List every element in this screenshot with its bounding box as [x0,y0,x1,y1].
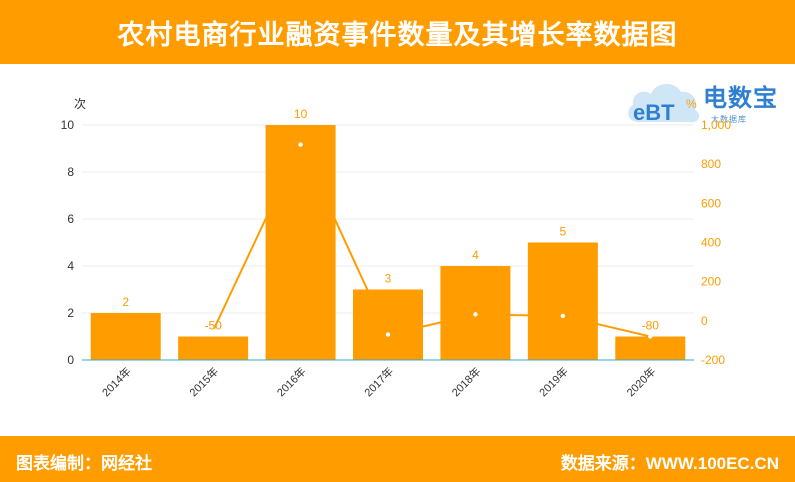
logo-subtitle: 大数据库 [711,115,747,124]
logo-name: 电数宝 [703,85,778,112]
bar [90,313,161,360]
bar-label: 2 [122,295,129,309]
x-axis: 2014年 2015年 2016年 2017年 2018年 2019年 2020年 [99,364,659,399]
x-tick-label: 2015年 [186,364,221,399]
growth-line-path [212,142,651,338]
right-tick-label: 200 [701,275,721,289]
logo-mark: eBT [633,100,675,125]
right-tick-label: 400 [701,236,721,250]
bar-label: 10 [294,107,308,121]
left-axis-label: 次 [74,97,86,111]
right-tick-label: 600 [701,196,721,210]
right-tick-label: 1,000 [701,118,731,132]
bar [265,125,336,360]
footer-credit: 图表编制：网经社 [16,454,152,473]
x-tick-label: 2014年 [99,364,134,399]
bar-label: 3 [385,272,392,286]
left-tick-label: 4 [67,259,74,273]
left-tick-label: 0 [67,353,74,367]
bar-label: -80 [642,319,660,333]
line-point [560,313,566,319]
bar [615,336,686,360]
line-point [648,334,653,339]
footer-source: 数据来源：WWW.100EC.CN [560,454,779,473]
bar-label: 4 [472,248,479,262]
x-tick-label: 2018年 [449,364,484,399]
page-title: 农村电商行业融资事件数量及其增长率数据图 [117,19,678,50]
left-axis: 0 2 4 6 8 10 [61,118,75,367]
left-tick-label: 8 [67,165,74,179]
chart: 2 -50 10 3 4 5 -80 0 2 4 6 8 10 -200 0 200 400 600 800 1,… [61,97,732,399]
line-point [473,312,478,317]
bar [178,336,249,360]
bars [90,125,686,360]
growth-line [210,142,653,339]
right-tick-label: 800 [701,157,721,171]
x-tick-label: 2019年 [536,364,571,399]
x-tick-label: 2020年 [623,364,658,399]
right-axis: -200 0 200 400 600 800 1,000 [701,118,731,367]
right-axis-label: % [686,97,697,111]
right-tick-label: 0 [701,314,708,328]
left-tick-label: 2 [67,306,74,320]
left-tick-label: 6 [67,212,74,226]
header-banner: 农村电商行业融资事件数量及其增长率数据图 [0,0,795,64]
line-point [385,332,391,337]
bar-label: 5 [560,225,567,239]
bar [527,242,598,360]
left-tick-label: 10 [61,118,75,132]
x-tick-label: 2017年 [361,364,396,399]
cloud-logo-icon: eBT [628,83,700,125]
x-tick-label: 2016年 [274,364,309,399]
bar-label: -50 [204,319,222,333]
bar-labels: 2 -50 10 3 4 5 -80 [122,107,659,333]
right-tick-label: -200 [701,353,725,367]
line-point [210,328,216,333]
logo: eBT 电数宝 大数据库 [625,70,790,132]
line-point [298,142,303,147]
bar [353,289,423,360]
footer-banner: 图表编制：网经社 数据来源：WWW.100EC.CN [0,436,795,482]
